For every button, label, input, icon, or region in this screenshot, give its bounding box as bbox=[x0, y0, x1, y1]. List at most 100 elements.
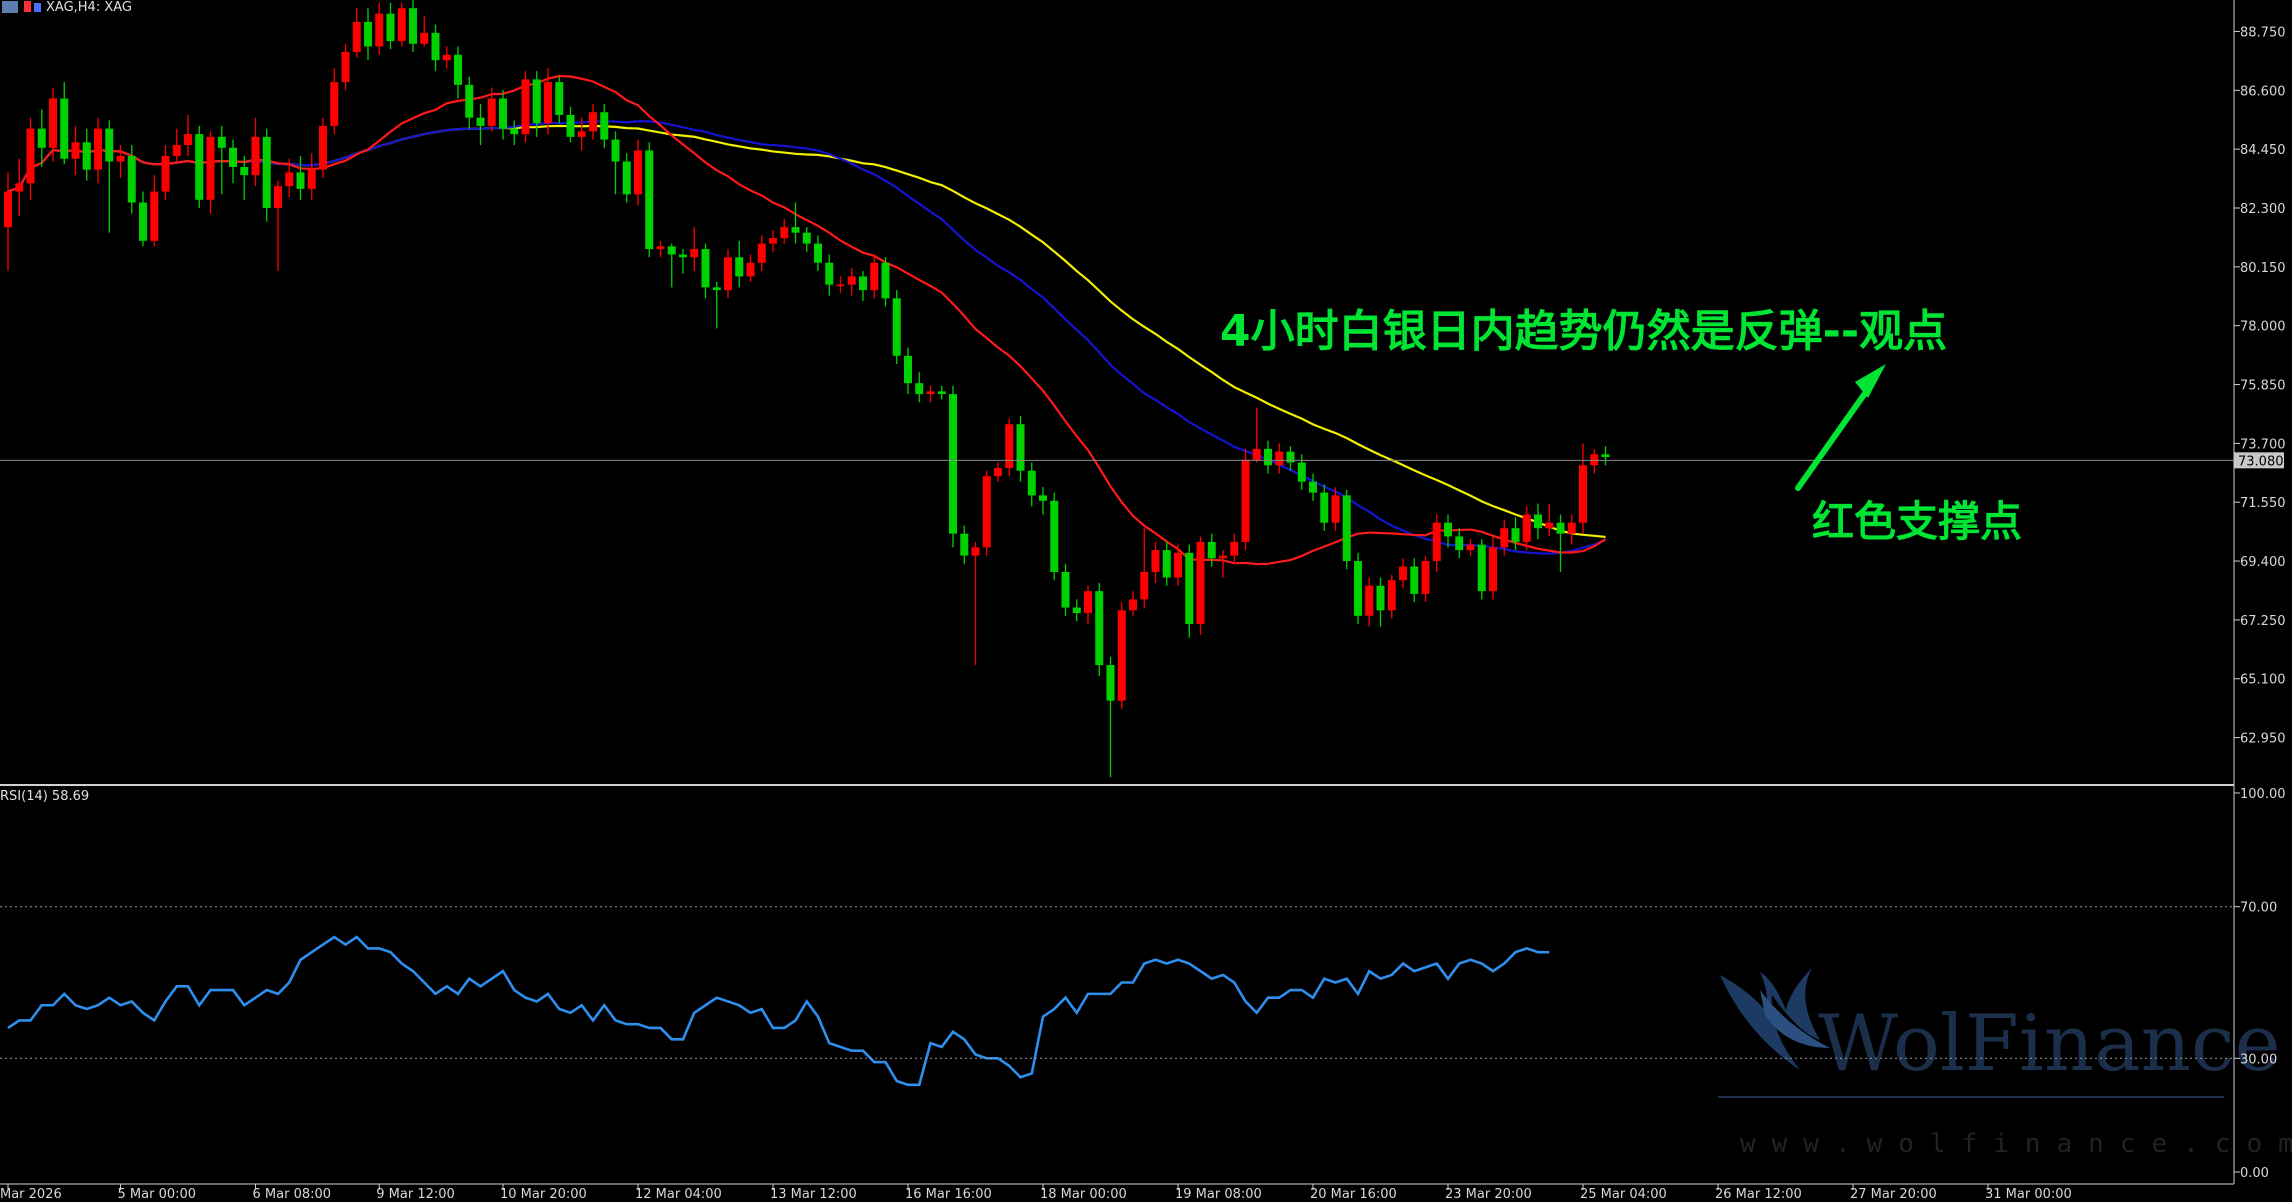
candle bbox=[386, 2, 395, 50]
time-tick-label: 16 Mar 16:00 bbox=[905, 1187, 992, 1202]
time-tick-label: 10 Mar 20:00 bbox=[500, 1187, 587, 1202]
candle bbox=[791, 202, 800, 244]
window-icon bbox=[2, 1, 18, 13]
time-tick-label: 26 Mar 12:00 bbox=[1715, 1187, 1802, 1202]
candle bbox=[341, 43, 350, 91]
time-tick-label: Mar 2026 bbox=[0, 1187, 62, 1202]
candle bbox=[1027, 462, 1036, 507]
candle bbox=[319, 117, 327, 178]
candle bbox=[825, 254, 834, 296]
price-tick-label: 78.000 bbox=[2240, 320, 2286, 335]
candle bbox=[679, 249, 687, 274]
candle bbox=[521, 71, 530, 143]
candle bbox=[375, 2, 384, 55]
annotation-support: 红色支撑点 bbox=[1812, 497, 2022, 546]
candle bbox=[139, 191, 147, 247]
rsi-label: RSI(14) 58.69 bbox=[0, 789, 89, 804]
candle bbox=[1354, 552, 1362, 624]
time-tick-label: 6 Mar 08:00 bbox=[253, 1187, 332, 1202]
candle bbox=[1444, 514, 1452, 548]
candle bbox=[420, 16, 429, 47]
candle bbox=[1556, 514, 1565, 572]
candle bbox=[1309, 473, 1317, 501]
candle bbox=[15, 158, 24, 217]
candle bbox=[1500, 520, 1509, 556]
candle bbox=[364, 8, 372, 61]
candle bbox=[150, 175, 159, 247]
candle bbox=[454, 46, 462, 99]
time-tick-label: 18 Mar 00:00 bbox=[1040, 1187, 1127, 1202]
price-tick-label: 69.400 bbox=[2240, 555, 2286, 570]
candle bbox=[656, 240, 665, 258]
price-tick-label: 62.950 bbox=[2240, 732, 2286, 747]
watermark-url: www.wolfinance.com bbox=[1740, 1129, 2292, 1159]
candle bbox=[622, 153, 631, 203]
candle bbox=[836, 276, 845, 293]
candle bbox=[746, 254, 755, 282]
candle bbox=[1477, 539, 1486, 600]
candle bbox=[634, 139, 642, 206]
candle bbox=[251, 117, 260, 187]
current-price-label: 73.080 bbox=[2238, 454, 2284, 469]
candle bbox=[296, 156, 305, 200]
price-tick-label: 88.750 bbox=[2240, 25, 2286, 40]
candle bbox=[1579, 443, 1587, 534]
candle bbox=[330, 68, 339, 135]
candle bbox=[184, 114, 192, 156]
candle bbox=[915, 372, 924, 403]
candle bbox=[712, 281, 721, 329]
candle bbox=[1567, 514, 1576, 545]
candle bbox=[94, 117, 102, 184]
chart-title: XAG,H4: XAG bbox=[46, 0, 132, 15]
candle bbox=[510, 120, 519, 146]
trend-arrow-icon bbox=[1795, 364, 1886, 491]
price-tick-label: 71.550 bbox=[2240, 496, 2286, 511]
candle bbox=[532, 71, 541, 137]
candle bbox=[757, 235, 766, 271]
candle bbox=[735, 240, 744, 288]
candle bbox=[195, 125, 204, 208]
candle bbox=[1466, 539, 1475, 556]
rsi-indicator bbox=[7, 935, 1550, 1087]
candle bbox=[26, 117, 35, 200]
candle bbox=[1106, 656, 1115, 778]
candle bbox=[217, 125, 226, 195]
candle bbox=[1185, 544, 1194, 638]
chart-header: XAG,H4: XAG bbox=[2, 0, 132, 15]
annotation-trend: 4小时白银日内趋势仍然是反弹--观点 bbox=[1220, 306, 1947, 357]
candle bbox=[926, 385, 935, 403]
candle bbox=[1522, 506, 1531, 551]
price-tick-label: 73.700 bbox=[2240, 437, 2286, 452]
candle bbox=[116, 145, 125, 178]
candle bbox=[1095, 582, 1104, 676]
time-axis: Mar 2026 5 Mar 00:00 6 Mar 08:00 9 Mar 12:0… bbox=[0, 1184, 2072, 1202]
time-tick-label: 12 Mar 04:00 bbox=[635, 1187, 722, 1202]
candle bbox=[1455, 528, 1464, 559]
candle bbox=[1241, 448, 1250, 551]
moving-averages bbox=[7, 74, 1607, 566]
candle bbox=[1039, 487, 1047, 515]
rsi-line bbox=[7, 935, 1550, 1087]
candle bbox=[1230, 533, 1239, 564]
candle bbox=[589, 104, 597, 140]
candle bbox=[397, 2, 406, 47]
candle bbox=[600, 104, 609, 148]
candle bbox=[4, 172, 12, 271]
candle bbox=[1320, 484, 1329, 531]
candle bbox=[881, 257, 890, 307]
candle bbox=[1331, 487, 1340, 531]
candle bbox=[1129, 591, 1137, 616]
candle bbox=[982, 470, 991, 556]
candle bbox=[1061, 563, 1070, 616]
candle bbox=[274, 180, 282, 271]
candle bbox=[240, 156, 249, 200]
candle bbox=[1264, 440, 1272, 474]
candle bbox=[577, 117, 586, 151]
candle bbox=[1410, 558, 1419, 603]
candle bbox=[206, 131, 215, 214]
candle bbox=[1207, 533, 1216, 567]
price-tick-label: 84.450 bbox=[2240, 143, 2286, 158]
candle bbox=[847, 268, 856, 296]
candle bbox=[1005, 418, 1014, 477]
